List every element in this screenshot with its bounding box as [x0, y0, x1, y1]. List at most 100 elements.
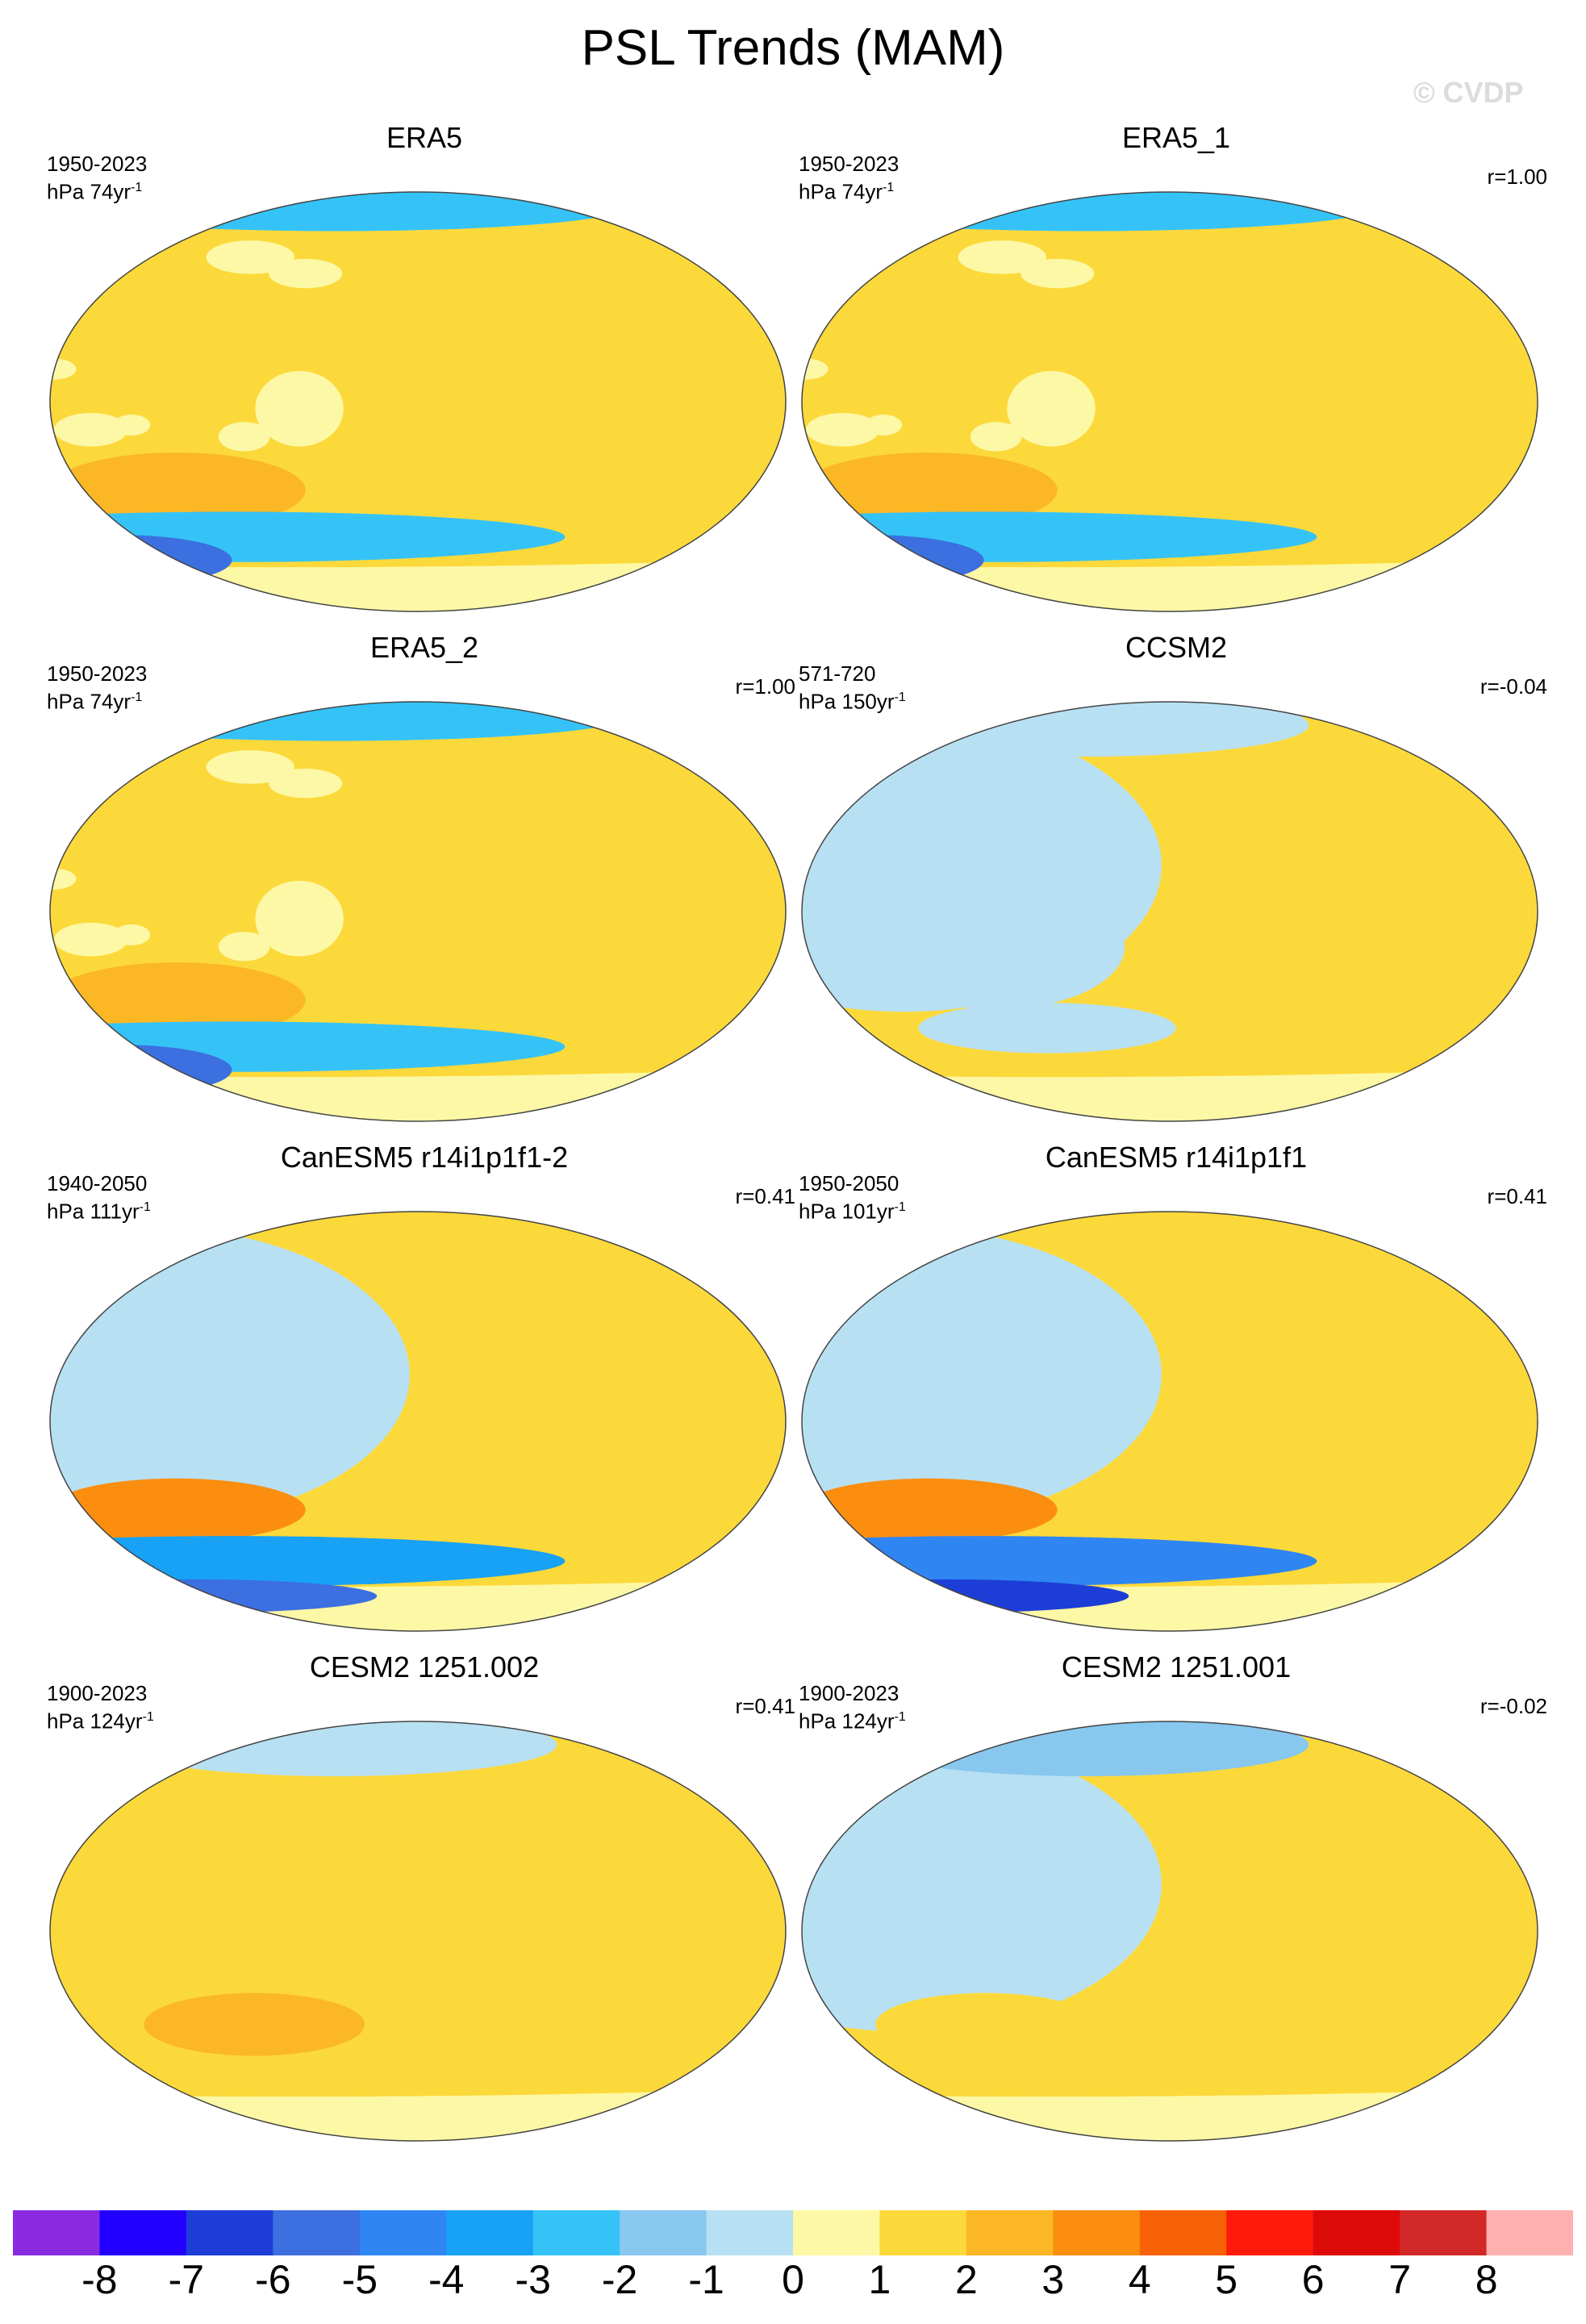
colorbar-segment	[706, 2210, 794, 2255]
colorbar-segment	[1313, 2210, 1400, 2255]
trend-contour	[206, 240, 294, 274]
trend-contour	[802, 192, 1383, 232]
colorbar-segment	[879, 2210, 967, 2255]
trend-contour	[50, 453, 306, 528]
trend-contour	[161, 367, 184, 381]
panel-units: hPa 101yr-1	[799, 1199, 906, 1224]
map-outline	[801, 191, 1538, 612]
trend-contour	[54, 412, 128, 447]
trend-contour	[161, 877, 184, 891]
panel-years: 1950-2023	[47, 661, 148, 686]
trend-contour	[269, 768, 343, 799]
trend-contour	[144, 1992, 365, 2056]
trend-map	[801, 191, 1538, 612]
panel-units: hPa 74yr-1	[799, 179, 895, 204]
colorbar-label: -5	[341, 2257, 378, 2302]
map-outline	[49, 191, 787, 612]
pattern-correlation: r=-0.04	[1480, 674, 1547, 699]
colorbar-segment	[620, 2210, 707, 2255]
map-panel: CCSM2 571-720 hPa 150yr-1 r=-0.04	[799, 631, 1554, 1122]
trend-contour	[802, 1228, 1162, 1522]
page-title: PSL Trends (MAM)	[581, 20, 1005, 76]
map-outline	[801, 1721, 1538, 2142]
map-outline	[49, 1721, 787, 2142]
colorbar-segment	[1486, 2210, 1573, 2255]
trend-contour	[126, 901, 178, 927]
trend-contour	[218, 932, 270, 962]
trend-contour	[50, 1478, 306, 1542]
panel-years: 1950-2023	[799, 152, 899, 176]
colorbar-label: -3	[515, 2257, 551, 2302]
colorbar-label: -6	[255, 2257, 291, 2302]
panel-years: 1950-2050	[799, 1171, 899, 1195]
colorbar-label: 0	[782, 2257, 804, 2302]
map-outline	[801, 701, 1538, 1122]
trend-contour	[50, 192, 631, 232]
colorbar-segment	[1400, 2210, 1488, 2255]
trend-contour	[867, 883, 1125, 1010]
colorbar-segment	[1053, 2210, 1141, 2255]
trend-contour	[918, 1003, 1176, 1054]
colorbar-segment	[273, 2210, 361, 2255]
trend-contour	[867, 702, 1309, 757]
pattern-correlation: r=0.41	[735, 1184, 795, 1208]
trend-contour	[913, 367, 936, 381]
colorbar-segment	[532, 2210, 620, 2255]
trend-contour	[802, 453, 1058, 528]
panel-years: 1900-2023	[799, 1681, 899, 1705]
colorbar-segment	[99, 2210, 187, 2255]
colorbar-segment	[966, 2210, 1054, 2255]
panel-units: hPa 124yr-1	[799, 1709, 906, 1734]
colorbar-segment	[446, 2210, 534, 2255]
panel-units: hPa 150yr-1	[799, 689, 906, 714]
trend-contour	[1020, 258, 1095, 289]
trend-contour	[50, 702, 631, 741]
trend-contour	[875, 1992, 1096, 2056]
colorbar-label: -1	[688, 2257, 724, 2302]
trend-map	[801, 1211, 1538, 1632]
colorbar-label: 3	[1041, 2257, 1065, 2302]
panel-title: ERA5_1	[1121, 121, 1231, 154]
trend-map	[801, 701, 1538, 1122]
colorbar-segment	[359, 2210, 447, 2255]
trend-map	[49, 701, 787, 1122]
panel-years: 571-720	[799, 661, 876, 686]
trend-contour	[50, 1228, 410, 1522]
pattern-correlation: r=-0.02	[1480, 1694, 1547, 1718]
map-panel: ERA5_2 1950-2023 hPa 74yr-1 r=1.00	[47, 631, 802, 1122]
trend-contour	[255, 880, 344, 957]
colorbar-segment	[1139, 2210, 1227, 2255]
trend-contour	[806, 412, 880, 447]
map-panel: ERA5_1 1950-2023 hPa 74yr-1 r=1.00	[799, 121, 1554, 612]
trend-contour	[255, 370, 344, 447]
colorbar-label: 2	[954, 2257, 978, 2302]
map-panel: CanESM5 r14i1p1f1 1950-2050 hPa 101yr-1 r=0…	[799, 1141, 1554, 1632]
pattern-correlation: r=1.00	[1487, 165, 1547, 189]
map-outline	[49, 701, 787, 1122]
map-panel: CESM2 1251.001 1900-2023 hPa 124yr-1 r=-0.0…	[799, 1650, 1554, 2142]
trend-contour	[958, 240, 1046, 274]
map-panel: ERA5 1950-2023 hPa 74yr-1	[47, 121, 802, 612]
panel-units: hPa 74yr-1	[47, 689, 143, 714]
colorbar-segment	[1226, 2210, 1314, 2255]
trend-contour	[54, 922, 128, 957]
map-panel: CanESM5 r14i1p1f1-2 1940-2050 hPa 111yr-1 r…	[47, 1141, 802, 1632]
panel-title: CanESM5 r14i1p1f1	[1045, 1141, 1308, 1174]
panel-units: hPa 124yr-1	[47, 1709, 154, 1734]
panel-title: CESM2 1251.001	[1061, 1650, 1292, 1684]
trend-contour	[1007, 370, 1096, 447]
trend-contour	[126, 391, 178, 417]
colorbar-segment	[13, 2210, 100, 2255]
panel-units: hPa 111yr-1	[47, 1199, 151, 1224]
trend-contour	[50, 1738, 410, 2032]
colorbar-segment	[793, 2210, 880, 2255]
panel-title: CanESM5 r14i1p1f1-2	[280, 1141, 569, 1174]
panel-years: 1950-2023	[47, 152, 148, 176]
colorbar-label: 4	[1128, 2257, 1151, 2302]
trend-contour	[50, 962, 306, 1038]
watermark: © CVDP	[1413, 76, 1524, 109]
trend-map	[49, 191, 787, 612]
colorbar-label: 7	[1388, 2257, 1411, 2302]
pattern-correlation: r=0.41	[735, 1694, 795, 1718]
panel-title: CESM2 1251.002	[309, 1650, 540, 1684]
